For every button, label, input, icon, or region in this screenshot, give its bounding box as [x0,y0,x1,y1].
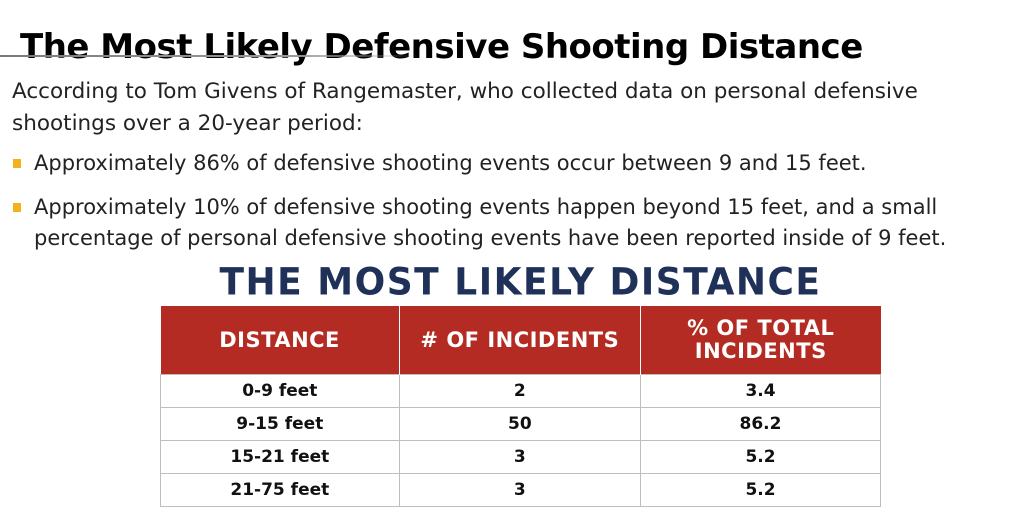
distance-table: DISTANCE # OF INCIDENTS % OF TOTAL INCID… [160,306,881,507]
table-heading: THE MOST LIKELY DISTANCE [219,260,822,305]
bullet-text: Approximately 10% of defensive shooting … [34,195,947,250]
intro-paragraph: According to Tom Givens of Rangemaster, … [12,79,918,136]
cell-incidents: 3 [398,440,642,474]
cell-incidents: 2 [398,374,642,408]
bullet-text: Approximately 86% of defensive shooting … [34,151,867,175]
table-header-row: DISTANCE # OF INCIDENTS % OF TOTAL INCID… [160,306,881,375]
header-percent: % OF TOTAL INCIDENTS [640,306,881,375]
header-percent-line2: INCIDENTS [694,339,827,363]
cell-distance: 9-15 feet [160,407,400,441]
cell-incidents: 50 [398,407,642,441]
cell-percent: 5.2 [640,440,881,474]
cell-distance: 21-75 feet [160,473,400,507]
cell-percent: 3.4 [640,374,881,408]
title-divider [0,55,420,57]
table-row: 15-21 feet 3 5.2 [160,440,881,474]
bullet-item: Approximately 86% of defensive shooting … [12,148,1012,179]
bullet-item: Approximately 10% of defensive shooting … [12,192,1012,254]
header-distance: DISTANCE [160,306,400,375]
table-row: 21-75 feet 3 5.2 [160,473,881,507]
cell-incidents: 3 [398,473,642,507]
header-incidents: # OF INCIDENTS [399,306,642,375]
bullet-list: Approximately 86% of defensive shooting … [12,148,1012,267]
cell-distance: 0-9 feet [160,374,400,408]
square-bullet-icon [13,203,21,212]
cell-distance: 15-21 feet [160,440,400,474]
header-percent-line1: % OF TOTAL [687,316,835,340]
table-row: 0-9 feet 2 3.4 [160,374,881,408]
square-bullet-icon [13,159,21,168]
cell-percent: 5.2 [640,473,881,507]
table-row: 9-15 feet 50 86.2 [160,407,881,441]
cell-percent: 86.2 [640,407,881,441]
page-title: The Most Likely Defensive Shooting Dista… [20,26,863,67]
